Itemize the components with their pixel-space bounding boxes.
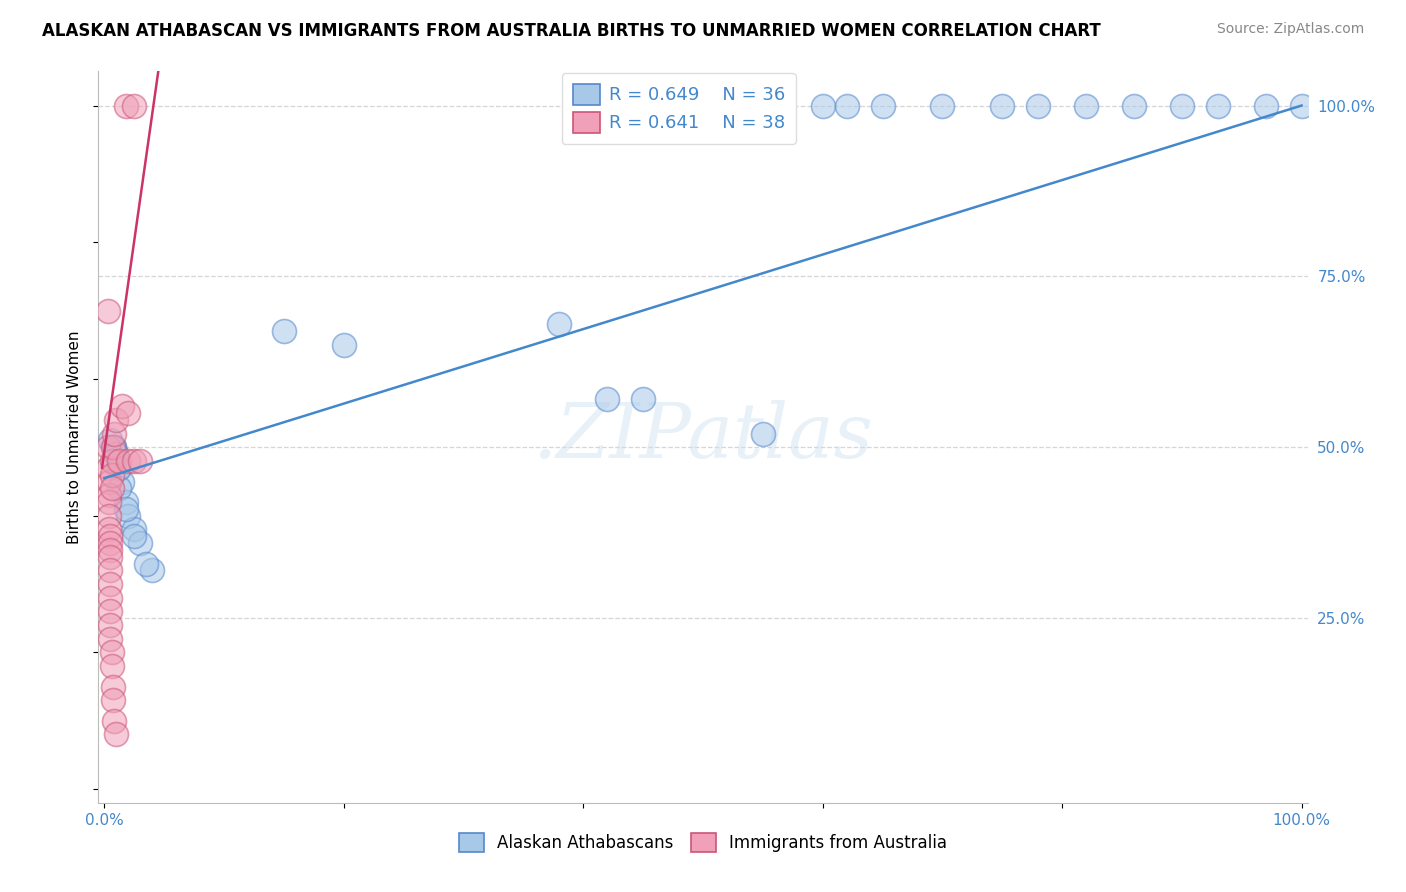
Point <box>100 618 122 632</box>
Point <box>101 693 124 707</box>
Point <box>115 98 138 112</box>
Point <box>631 392 654 407</box>
Point <box>100 645 122 659</box>
Point <box>135 557 157 571</box>
Point <box>124 454 146 468</box>
Point <box>1074 98 1097 112</box>
Point <box>124 529 146 543</box>
Point <box>107 454 129 468</box>
Point <box>100 434 122 448</box>
Point <box>124 98 146 112</box>
Point <box>111 475 134 489</box>
Text: ALASKAN ATHABASCAN VS IMMIGRANTS FROM AUSTRALIA BIRTHS TO UNMARRIED WOMEN CORREL: ALASKAN ATHABASCAN VS IMMIGRANTS FROM AU… <box>42 22 1101 40</box>
Point <box>101 680 124 694</box>
Point <box>100 529 122 543</box>
Point <box>991 98 1014 112</box>
Point <box>333 338 356 352</box>
Point <box>100 604 122 618</box>
Point <box>97 440 120 454</box>
Point <box>129 454 152 468</box>
Point <box>105 413 128 427</box>
Point <box>103 426 125 441</box>
Point <box>129 536 152 550</box>
Point <box>100 454 122 468</box>
Point <box>98 495 121 509</box>
Point <box>141 563 163 577</box>
Point <box>107 460 129 475</box>
Point <box>1171 98 1194 112</box>
Point <box>98 475 121 489</box>
Point <box>103 454 125 468</box>
Point <box>811 98 834 112</box>
Point <box>100 536 122 550</box>
Point <box>103 714 125 728</box>
Point <box>100 632 122 646</box>
Point <box>115 501 138 516</box>
Point <box>117 406 139 420</box>
Point <box>100 549 122 564</box>
Point <box>835 98 858 112</box>
Y-axis label: Births to Unmarried Women: Births to Unmarried Women <box>67 330 83 544</box>
Point <box>98 522 121 536</box>
Point <box>111 400 134 414</box>
Point <box>105 447 128 461</box>
Point <box>1123 98 1146 112</box>
Point <box>100 542 122 557</box>
Point <box>100 481 122 495</box>
Point <box>98 488 121 502</box>
Point <box>872 98 894 112</box>
Point <box>548 318 571 332</box>
Legend: Alaskan Athabascans, Immigrants from Australia: Alaskan Athabascans, Immigrants from Aus… <box>451 824 955 860</box>
Point <box>105 727 128 741</box>
Point <box>273 324 295 338</box>
Point <box>115 495 138 509</box>
Point <box>100 591 122 605</box>
Point <box>98 508 121 523</box>
Point <box>931 98 953 112</box>
Point <box>596 392 619 407</box>
Text: .ZIPatlas: .ZIPatlas <box>533 401 873 474</box>
Point <box>97 460 120 475</box>
Point <box>103 440 125 454</box>
Point <box>117 508 139 523</box>
Point <box>100 577 122 591</box>
Point <box>100 563 122 577</box>
Point <box>1206 98 1229 112</box>
Point <box>107 481 129 495</box>
Point <box>107 460 129 475</box>
Point <box>752 426 775 441</box>
Point <box>100 467 122 482</box>
Point <box>124 522 146 536</box>
Point <box>1254 98 1277 112</box>
Point <box>101 440 124 454</box>
Point <box>1026 98 1049 112</box>
Point <box>1291 98 1313 112</box>
Point <box>103 440 125 454</box>
Text: Source: ZipAtlas.com: Source: ZipAtlas.com <box>1216 22 1364 37</box>
Point <box>105 447 128 461</box>
Point <box>100 659 122 673</box>
Point <box>97 303 120 318</box>
Point <box>117 454 139 468</box>
